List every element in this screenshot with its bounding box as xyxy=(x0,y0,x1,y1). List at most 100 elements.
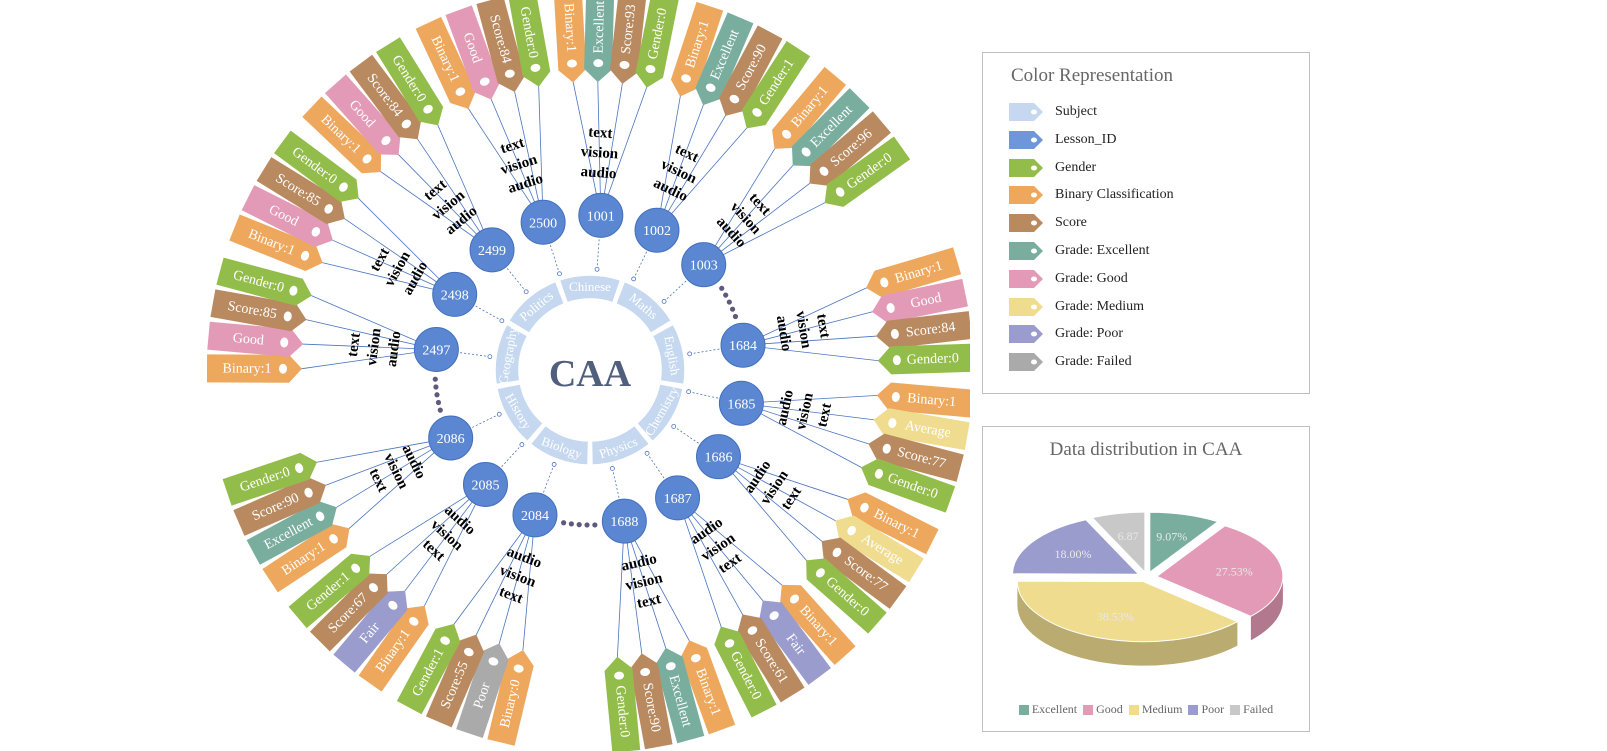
ellipsis-dot xyxy=(719,286,724,291)
modality-labels-1685: audiovisiontext xyxy=(774,388,835,431)
pie-legend-label: Excellent xyxy=(1032,702,1077,717)
legend-item-grade-medium: Grade: Medium xyxy=(1009,296,1144,318)
modality-audio: audio xyxy=(580,164,617,182)
legend-label: Grade: Excellent xyxy=(1055,243,1149,259)
pie-legend: Excellent Good Medium Poor Failed xyxy=(983,702,1309,717)
color-legend-panel: Color Representation Subject Lesson_ID Gen… xyxy=(982,52,1310,394)
pie-legend-item-medium: Medium xyxy=(1129,702,1183,717)
modality-audio: audio xyxy=(774,388,797,426)
pie-legend-label: Poor xyxy=(1201,702,1224,717)
lesson-id-label: 2086 xyxy=(437,432,465,447)
ellipsis-dot xyxy=(592,522,597,527)
tag-label: Binary:1 xyxy=(560,3,578,53)
legend-item-lesson-id: Lesson_ID xyxy=(1009,129,1116,151)
pie-legend-item-excellent: Excellent xyxy=(1019,702,1077,717)
lesson-id-label: 2499 xyxy=(478,244,506,259)
legend-title: Color Representation xyxy=(1011,65,1173,87)
legend-item-gender: Gender xyxy=(1009,157,1096,179)
lesson-id-label: 2084 xyxy=(521,509,549,524)
modality-text: text xyxy=(635,591,662,612)
tag-swatch-icon xyxy=(1009,270,1043,288)
legend-item-grade-excellent: Grade: Excellent xyxy=(1009,240,1149,262)
tag-swatch-icon xyxy=(1009,214,1043,232)
legend-label: Grade: Good xyxy=(1055,271,1128,287)
ellipsis-dot xyxy=(584,522,589,527)
modality-text: text xyxy=(498,135,526,158)
pie-label-good: 27.53% xyxy=(1216,564,1253,578)
modality-labels-2498: audiovisiontext xyxy=(367,245,431,298)
lesson-id-label: 2498 xyxy=(441,288,469,303)
legend-label: Gender xyxy=(1055,160,1096,176)
ellipsis-dot xyxy=(723,292,728,297)
distribution-pie-chart: 9.07% 27.53% 38.53% 18.00% 6.87 xyxy=(983,427,1311,733)
pie-label-poor: 18.00% xyxy=(1054,547,1091,561)
legend-item-grade-good: Grade: Good xyxy=(1009,268,1128,290)
distribution-panel: Data distribution in CAA 9.07% 27.53% 38.5… xyxy=(982,426,1310,732)
pie-legend-item-good: Good xyxy=(1083,702,1123,717)
caa-radial-diagram: ChineseMathsEnglishChemistryPhysicsBiolo… xyxy=(0,0,970,751)
modality-labels-1684: audiovisiontext xyxy=(773,310,833,352)
modality-labels-1002: audiovisiontext xyxy=(651,141,701,205)
lesson-id-label: 1688 xyxy=(610,515,638,530)
legend-label: Grade: Failed xyxy=(1055,354,1132,370)
tag-binary-classification-2497: Binary:1 xyxy=(207,354,302,382)
modality-text: text xyxy=(813,313,833,339)
tag-swatch-icon xyxy=(1009,186,1043,204)
center-label: CAA xyxy=(549,353,632,395)
tag-binary-classification-1001: Binary:1 xyxy=(554,0,588,83)
modality-text: text xyxy=(814,402,835,429)
legend-label: Binary Classification xyxy=(1055,187,1174,203)
legend-item-grade-failed: Grade: Failed xyxy=(1009,351,1132,373)
pie-legend-swatch xyxy=(1129,705,1139,715)
modality-audio: audio xyxy=(384,330,405,368)
ellipsis-dot xyxy=(577,522,582,527)
tag-label: Excellent xyxy=(592,0,608,53)
ellipsis-dot xyxy=(727,299,732,304)
tag-gender-1684: Gender:0 xyxy=(877,344,970,375)
ellipsis-dot xyxy=(438,408,443,413)
lesson-id-label: 2085 xyxy=(471,478,499,493)
lesson-id-label: 2500 xyxy=(529,216,557,231)
pie-legend-swatch xyxy=(1019,705,1029,715)
modality-text: text xyxy=(497,584,525,608)
modality-vision: vision xyxy=(792,310,814,350)
lesson-id-label: 1686 xyxy=(705,451,733,466)
ellipsis-dot xyxy=(433,384,438,389)
pie-legend-swatch xyxy=(1188,705,1198,715)
lesson-id-label: 1002 xyxy=(643,224,671,239)
pie-legend-label: Medium xyxy=(1142,702,1183,717)
pie-legend-label: Failed xyxy=(1243,702,1273,717)
tag-swatch-icon xyxy=(1009,159,1043,177)
legend-item-subject: Subject xyxy=(1009,101,1097,123)
legend-item-grade-poor: Grade: Poor xyxy=(1009,323,1123,345)
pie-legend-label: Good xyxy=(1096,702,1123,717)
pie-legend-swatch xyxy=(1083,705,1093,715)
ellipsis-dot xyxy=(569,521,574,526)
pie-legend-swatch xyxy=(1230,705,1240,715)
lesson-id-label: 1687 xyxy=(664,492,692,507)
tag-swatch-icon xyxy=(1009,103,1043,121)
lesson-id-label: 1003 xyxy=(690,259,718,274)
lesson-id-label: 2497 xyxy=(422,344,450,359)
pie-legend-item-failed: Failed xyxy=(1230,702,1273,717)
modality-text: text xyxy=(345,332,364,358)
legend-item-binary-classification: Binary Classification xyxy=(1009,184,1174,206)
modality-vision: vision xyxy=(580,144,619,163)
pie-legend-item-poor: Poor xyxy=(1188,702,1224,717)
tag-swatch-icon xyxy=(1009,131,1043,149)
ellipsis-dot xyxy=(730,307,735,312)
ellipsis-dot xyxy=(733,314,738,319)
ellipsis-dot xyxy=(433,377,438,382)
modality-text: text xyxy=(588,124,613,142)
tag-swatch-icon xyxy=(1009,353,1043,371)
tag-swatch-icon xyxy=(1009,298,1043,316)
pie-label-medium: 38.53% xyxy=(1097,609,1134,623)
ellipsis-dot xyxy=(436,400,441,405)
modality-labels-1003: audiovisiontext xyxy=(713,190,774,251)
lesson-id-label: 1001 xyxy=(587,209,615,224)
tag-swatch-icon xyxy=(1009,242,1043,260)
